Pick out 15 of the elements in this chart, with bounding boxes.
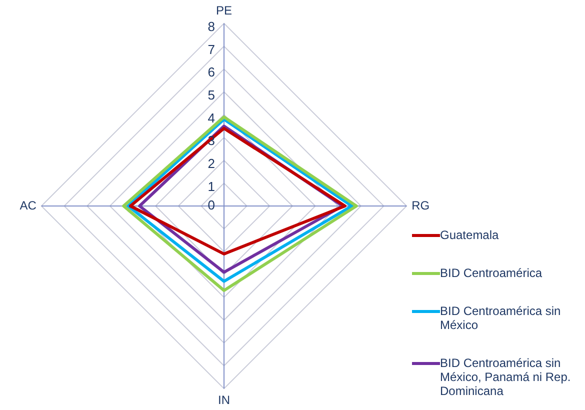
- y-tick-label: 6: [208, 64, 215, 80]
- y-tick-label: 7: [208, 42, 215, 57]
- y-tick-label: 4: [208, 110, 215, 126]
- y-tick-label: 8: [208, 18, 215, 34]
- legend-label: BID Centroamérica: [440, 266, 542, 280]
- spoke-label: PE: [216, 4, 232, 18]
- y-tick-label: 2: [208, 156, 215, 171]
- spoke-label: RG: [412, 198, 430, 212]
- spoke-label: IN: [218, 393, 230, 408]
- legend-label: BID Centroamérica sin México, Panamá ni Rep. Dominicana: [440, 356, 572, 398]
- y-tick-label: 5: [208, 87, 215, 102]
- y-tick-label: 1: [208, 178, 215, 194]
- legend-label: BID Centroamérica sin México: [440, 304, 562, 332]
- legend-label: Guatemala: [440, 228, 499, 242]
- spoke-label: AC: [20, 198, 37, 212]
